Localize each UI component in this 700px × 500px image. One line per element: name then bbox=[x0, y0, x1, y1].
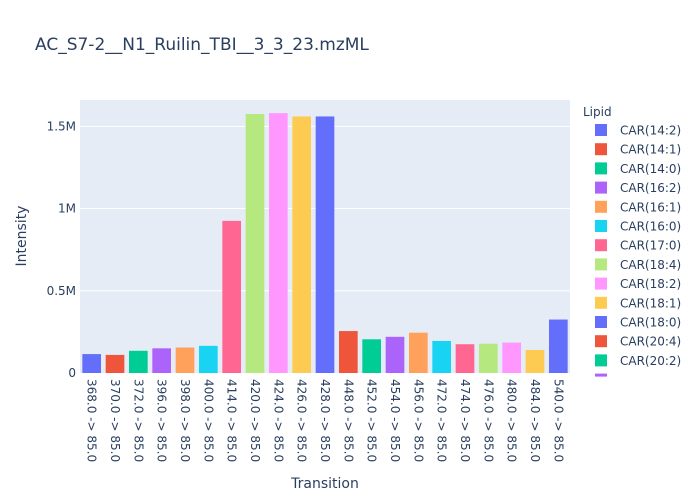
legend-swatch[interactable] bbox=[595, 354, 607, 367]
x-tick-label: 540.0 -> 85.0 bbox=[551, 379, 565, 462]
bar[interactable] bbox=[129, 350, 148, 373]
legend-swatch[interactable] bbox=[595, 277, 607, 290]
bar[interactable] bbox=[385, 336, 405, 373]
bar[interactable] bbox=[432, 340, 451, 373]
x-tick-label: 474.0 -> 85.0 bbox=[458, 379, 472, 462]
bar[interactable] bbox=[315, 116, 335, 373]
x-tick-label: 480.0 -> 85.0 bbox=[505, 379, 519, 462]
x-tick-label: 476.0 -> 85.0 bbox=[481, 379, 495, 462]
bar[interactable] bbox=[409, 332, 428, 373]
x-tick-label: 414.0 -> 85.0 bbox=[225, 379, 239, 462]
chart-title: AC_S7-2__N1_Ruilin_TBI__3_3_23.mzML bbox=[35, 35, 369, 55]
bar[interactable] bbox=[502, 342, 521, 373]
x-tick-label: 426.0 -> 85.0 bbox=[295, 379, 309, 462]
legend-swatch[interactable] bbox=[595, 124, 607, 136]
legend-swatch[interactable] bbox=[595, 239, 607, 252]
x-tick-label: 448.0 -> 85.0 bbox=[341, 379, 355, 462]
bar[interactable] bbox=[479, 343, 498, 373]
x-tick-label: 484.0 -> 85.0 bbox=[528, 379, 542, 462]
bar[interactable] bbox=[292, 116, 311, 373]
legend-item-label[interactable]: CAR(14:2) bbox=[620, 124, 681, 138]
x-tick-label: 452.0 -> 85.0 bbox=[365, 379, 379, 462]
legend-title: Lipid bbox=[583, 105, 612, 119]
legend-item-label[interactable]: CAR(14:1) bbox=[620, 143, 681, 157]
x-tick-label: 472.0 -> 85.0 bbox=[435, 379, 449, 462]
legend-item-label[interactable]: CAR(16:0) bbox=[620, 220, 681, 234]
x-tick-label: 424.0 -> 85.0 bbox=[271, 379, 285, 462]
bar[interactable] bbox=[222, 220, 241, 373]
legend-item-label[interactable]: CAR(16:1) bbox=[620, 200, 681, 214]
x-tick-label: 400.0 -> 85.0 bbox=[201, 379, 215, 462]
bar[interactable] bbox=[175, 347, 195, 373]
x-tick-label: 368.0 -> 85.0 bbox=[85, 379, 99, 462]
legend-item-label[interactable]: CAR(16:2) bbox=[620, 181, 681, 195]
legend-swatch[interactable] bbox=[595, 296, 607, 309]
bar[interactable] bbox=[152, 348, 171, 373]
x-tick-label: 420.0 -> 85.0 bbox=[248, 379, 262, 462]
legend-item-label[interactable]: CAR(18:0) bbox=[620, 316, 681, 330]
x-tick-label: 396.0 -> 85.0 bbox=[155, 379, 169, 462]
legend-swatch-clipped bbox=[595, 373, 607, 377]
bar[interactable] bbox=[269, 113, 288, 374]
x-tick-label: 370.0 -> 85.0 bbox=[108, 379, 122, 462]
legend-swatch[interactable] bbox=[595, 200, 607, 213]
y-tick-label: 1.5M bbox=[47, 119, 76, 133]
x-axis-title: Transition bbox=[290, 476, 359, 492]
y-tick-labels: 0 0.5M 1M 1.5M bbox=[47, 119, 76, 380]
legend-item-label[interactable]: CAR(18:1) bbox=[620, 296, 681, 310]
legend-item-label[interactable]: CAR(14:0) bbox=[620, 162, 681, 176]
legend-swatch[interactable] bbox=[595, 143, 607, 156]
x-tick-labels: 368.0 -> 85.0 370.0 -> 85.0 372.0 -> 85.0 3… bbox=[85, 379, 566, 462]
legend-item-label[interactable]: CAR(20:4) bbox=[620, 335, 681, 349]
bar[interactable] bbox=[105, 354, 125, 373]
y-tick-label: 0 bbox=[68, 366, 76, 380]
bar[interactable] bbox=[525, 349, 545, 373]
y-tick-label: 0.5M bbox=[47, 284, 76, 298]
legend-item-label[interactable]: CAR(18:4) bbox=[620, 258, 681, 272]
legend-swatch[interactable] bbox=[595, 181, 607, 194]
legend-swatch[interactable] bbox=[595, 258, 607, 271]
bar[interactable] bbox=[199, 345, 218, 373]
bar[interactable] bbox=[549, 319, 568, 373]
bar[interactable] bbox=[455, 344, 475, 373]
legend-item-label[interactable]: CAR(18:2) bbox=[620, 277, 681, 291]
legend-swatch[interactable] bbox=[595, 162, 607, 175]
bar[interactable] bbox=[339, 331, 358, 373]
y-axis-title: Intensity bbox=[14, 206, 30, 267]
x-tick-label: 398.0 -> 85.0 bbox=[178, 379, 192, 462]
bars bbox=[82, 113, 568, 374]
legend-item-label[interactable]: CAR(17:0) bbox=[620, 239, 681, 253]
y-tick-label: 1M bbox=[58, 202, 76, 216]
x-tick-label: 456.0 -> 85.0 bbox=[411, 379, 425, 462]
legend-swatch[interactable] bbox=[595, 220, 607, 232]
legend-swatch[interactable] bbox=[595, 335, 607, 348]
legend-item-label[interactable]: CAR(20:2) bbox=[620, 354, 681, 368]
bar[interactable] bbox=[82, 354, 101, 373]
x-tick-label: 454.0 -> 85.0 bbox=[388, 379, 402, 462]
legend: Lipid CAR(14:2) CAR(14:1) CAR(14:0) CAR(16:… bbox=[583, 105, 681, 377]
bar[interactable] bbox=[362, 339, 381, 373]
x-tick-label: 428.0 -> 85.0 bbox=[318, 379, 332, 462]
legend-swatch[interactable] bbox=[595, 316, 607, 328]
x-tick-label: 372.0 -> 85.0 bbox=[131, 379, 145, 462]
bar[interactable] bbox=[245, 113, 265, 373]
